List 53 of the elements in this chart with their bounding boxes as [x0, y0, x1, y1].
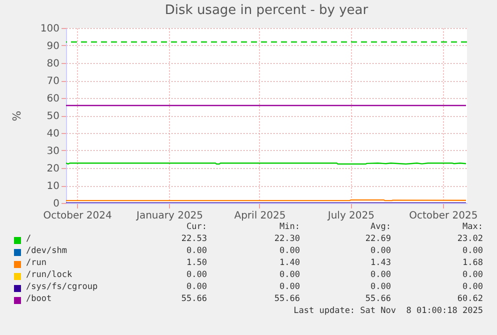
chart-title: Disk usage in percent - by year	[164, 3, 369, 18]
text: 22.69	[365, 234, 391, 244]
text: Min:	[280, 222, 300, 232]
text: 0.00	[186, 282, 207, 292]
text: 0.00	[462, 270, 483, 280]
y-tick-label: 70	[46, 76, 60, 87]
text: 1.50	[186, 258, 207, 268]
x-tick-label: July 2025	[326, 210, 375, 222]
text: 55.66	[365, 294, 391, 304]
text: 0.00	[370, 282, 391, 292]
text: 0.00	[462, 246, 483, 256]
text: 1.43	[370, 258, 391, 268]
text: 0.00	[370, 246, 391, 256]
text: 60.62	[457, 294, 483, 304]
y-tick-label: 40	[46, 128, 60, 140]
y-tick-label: 20	[46, 164, 60, 174]
text: 0.00	[280, 246, 300, 256]
legend-label: /	[26, 234, 32, 244]
text: 1.40	[280, 258, 300, 268]
x-tick-label: April 2025	[234, 210, 286, 222]
text: 0.00	[186, 270, 207, 280]
y-tick-label: 10	[46, 181, 60, 192]
y-tick-label: 0	[53, 198, 60, 210]
y-tick-label: 80	[46, 58, 60, 70]
text: 1.68	[462, 258, 483, 268]
x-tick-label: January 2025	[135, 210, 204, 222]
text: 0.00	[280, 282, 300, 292]
text: Last update: Sat Nov 8 01:00:18 2025	[294, 306, 483, 316]
legend-label: /run/lock	[26, 270, 72, 280]
y-tick-label: 60	[46, 94, 60, 104]
text: Avg:	[370, 222, 391, 232]
text: 22.53	[181, 234, 207, 244]
legend-label: /dev/shm	[26, 246, 67, 256]
legend-label: /run	[26, 258, 46, 268]
y-tick-label: 100	[40, 24, 60, 34]
y-axis-title: %	[10, 110, 24, 122]
text: 0.00	[370, 270, 391, 280]
text: Max:	[462, 222, 483, 232]
text: 0.00	[462, 282, 483, 292]
y-tick-label: 50	[46, 111, 60, 122]
text: 0.00	[186, 246, 207, 256]
legend-label: /boot	[26, 294, 52, 304]
text: 55.66	[181, 294, 207, 304]
text: 0.00	[280, 270, 300, 280]
y-tick-label: 90	[46, 41, 60, 52]
legend-label: /sys/fs/cgroup	[26, 282, 98, 292]
x-tick-label: October 2024	[43, 210, 112, 222]
x-tick-label: October 2025	[409, 210, 478, 222]
text: 55.66	[274, 294, 300, 304]
text: Cur:	[186, 222, 207, 232]
y-tick-label: 30	[46, 146, 60, 157]
text: 22.30	[274, 234, 300, 244]
text: 23.02	[457, 234, 483, 244]
